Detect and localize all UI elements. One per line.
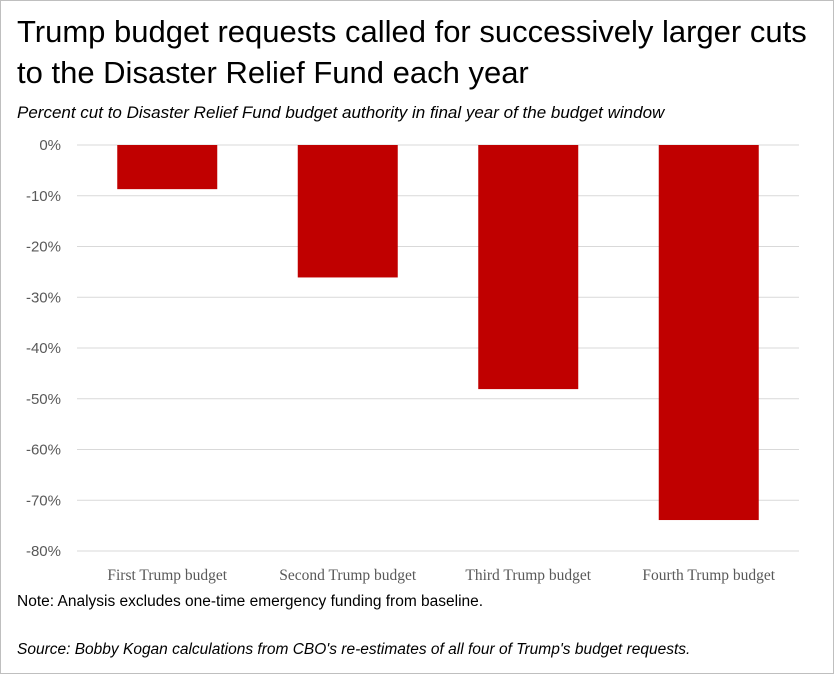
bar-4: [658, 145, 759, 521]
chart-title: Trump budget requests called for success…: [17, 14, 807, 90]
y-tick-label: 0%: [39, 137, 61, 154]
category-label: First Trump budget: [107, 567, 227, 584]
chart-note: Note: Analysis excludes one-time emergen…: [17, 593, 484, 610]
y-tick-label: -10%: [26, 188, 61, 205]
category-label: Second Trump budget: [279, 567, 417, 584]
y-tick-label: -20%: [26, 239, 61, 256]
bars: [117, 145, 759, 521]
y-tick-label: -40%: [26, 340, 61, 357]
y-tick-label: -50%: [26, 391, 61, 408]
x-axis-category-labels: First Trump budget Second Trump budget Thi…: [107, 567, 775, 584]
chart-source: Source: Bobby Kogan calculations from CB…: [17, 641, 691, 658]
y-tick-label: -30%: [26, 289, 61, 306]
category-label: Fourth Trump budget: [642, 567, 775, 584]
y-tick-label: -70%: [26, 492, 61, 509]
chart-subtitle: Percent cut to Disaster Relief Fund budg…: [17, 103, 665, 122]
y-axis-tick-labels: 0% -10% -20% -30% -40% -50% -60% -70% -80%: [26, 137, 61, 560]
bar-1: [117, 145, 218, 190]
category-label: Third Trump budget: [465, 567, 591, 584]
bar-2: [297, 145, 398, 278]
y-tick-label: -80%: [26, 543, 61, 560]
y-tick-label: -60%: [26, 442, 61, 459]
bar-3: [478, 145, 579, 390]
